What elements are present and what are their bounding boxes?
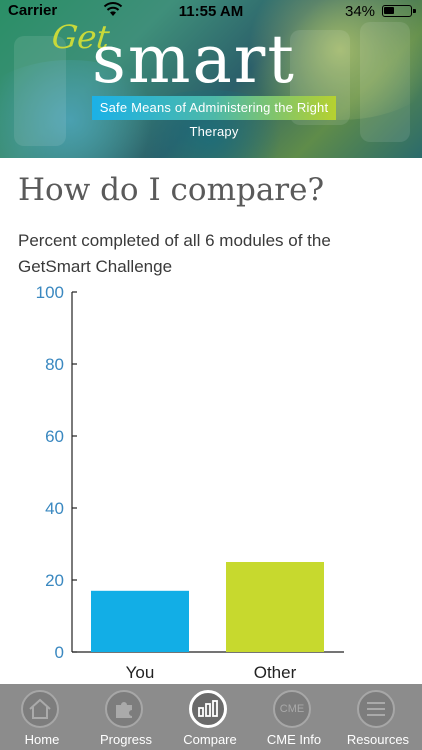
cme-icon-text: CME [279,703,305,715]
y-tick-label: 40 [45,499,64,518]
tab-cme-info-label: CME Info [266,732,322,747]
tab-cme-info[interactable]: CME CME Info [252,684,336,750]
y-tick-label: 20 [45,571,64,590]
x-category-label: Other [254,663,297,682]
tab-compare[interactable]: Compare [168,684,252,750]
bar-other [226,562,324,652]
tab-progress[interactable]: Progress [84,684,168,750]
bar-chart-icon [189,690,227,728]
tab-progress-label: Progress [99,732,153,747]
y-tick-label: 0 [55,643,64,662]
tab-home[interactable]: Home [0,684,84,750]
y-tick-label: 60 [45,427,64,446]
cme-icon: CME [273,690,311,728]
home-icon [21,690,59,728]
puzzle-icon [105,690,143,728]
logo-tagline: Safe Means of Administering the Right Th… [92,96,336,139]
y-tick-label: 80 [45,355,64,374]
menu-icon [357,690,395,728]
tab-resources-label: Resources [346,732,410,747]
tab-compare-label: Compare [183,732,237,747]
comparison-bar-chart: 0 20 40 60 80 100 You Other [36,283,344,682]
tab-bar: Home Progress Compare CME CME Info [0,684,422,750]
x-category-label: You [126,663,155,682]
status-bar: Carrier 11:55 AM 34% [0,0,422,22]
page-title: How do I compare? [18,172,325,208]
clock-time: 11:55 AM [178,3,244,20]
battery-icon [382,5,416,17]
wifi-icon [103,1,123,17]
header-banner: Carrier 11:55 AM 34% Get smart Safe Mean… [0,0,422,158]
bar-you [91,590,189,652]
carrier-label: Carrier [8,2,58,19]
logo-smart-text: smart [92,21,296,98]
tab-home-label: Home [24,732,60,747]
y-tick-label: 100 [36,283,64,302]
tab-resources[interactable]: Resources [336,684,420,750]
chart-description: Percent completed of all 6 modules of th… [18,231,331,276]
battery-percentage: 34% [345,3,376,20]
